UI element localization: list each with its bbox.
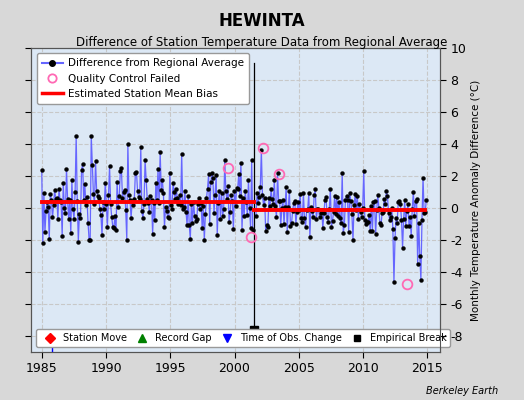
Y-axis label: Monthly Temperature Anomaly Difference (°C): Monthly Temperature Anomaly Difference (… <box>471 79 481 321</box>
Text: Berkeley Earth: Berkeley Earth <box>425 386 498 396</box>
Text: HEWINTA: HEWINTA <box>219 12 305 30</box>
Legend: Station Move, Record Gap, Time of Obs. Change, Empirical Break: Station Move, Record Gap, Time of Obs. C… <box>36 329 450 347</box>
Text: Difference of Station Temperature Data from Regional Average: Difference of Station Temperature Data f… <box>77 36 447 49</box>
